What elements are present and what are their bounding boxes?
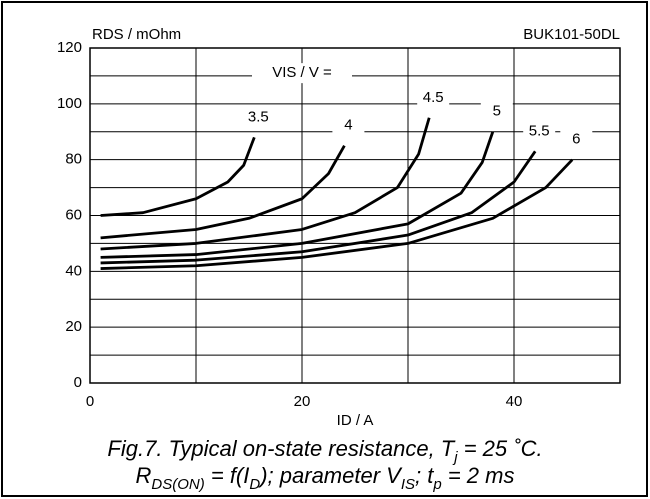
- caption-subscript: DS(ON): [151, 476, 204, 493]
- curve: [100, 158, 574, 270]
- legend-title-bg: [252, 63, 352, 84]
- curve-label-bg: [332, 115, 365, 136]
- chart-title: BUK101-50DL: [523, 26, 620, 43]
- x-axis-label: ID / A: [337, 412, 374, 429]
- curve-label: 4.5: [423, 89, 444, 106]
- legend-title: VIS / V =: [272, 64, 332, 81]
- caption-text: ; t: [415, 463, 434, 488]
- caption-subscript: D: [249, 476, 260, 493]
- curve: [100, 150, 537, 265]
- y-tick-label: 60: [65, 206, 82, 223]
- curve-label-bg: [417, 87, 450, 108]
- y-tick-label: 120: [57, 39, 82, 56]
- x-tick-label: 40: [506, 393, 523, 410]
- caption-text: R: [136, 463, 152, 488]
- curve-label: 5: [493, 103, 501, 120]
- caption-subscript: IS: [401, 476, 415, 493]
- x-tick-label: 0: [86, 393, 94, 410]
- caption: Fig.7. Typical on-state resistance, Tj =…: [107, 436, 542, 467]
- curve-label: 6: [572, 131, 580, 148]
- caption-text: Fig.7. Typical on-state resistance, T: [107, 436, 455, 461]
- y-tick-label: 40: [65, 262, 82, 279]
- caption-text: = 2 ms: [442, 463, 515, 488]
- curve-label: 3.5: [248, 108, 269, 125]
- caption: RDS(ON) = f(ID); parameter VIS; tp = 2 m…: [136, 463, 515, 494]
- y-tick-label: 100: [57, 95, 82, 112]
- caption-subscript: p: [432, 476, 441, 493]
- curve-label-bg: [242, 107, 275, 128]
- curve-label: 5.5: [529, 122, 550, 139]
- curve: [100, 136, 256, 217]
- curve: [100, 131, 495, 259]
- caption-text: = 25 ˚C.: [458, 436, 543, 461]
- caption-text: ); parameter V: [257, 463, 403, 488]
- y-tick-label: 0: [74, 374, 82, 391]
- y-tick-label: 80: [65, 151, 82, 168]
- curve-label-bg: [560, 129, 593, 150]
- y-axis-label: RDS / mOhm: [92, 26, 181, 43]
- curve-label: 4: [344, 117, 352, 134]
- curve-label-bg: [480, 101, 513, 122]
- curve: [100, 145, 346, 240]
- curve: [100, 117, 431, 251]
- curve-label-bg: [523, 121, 556, 142]
- caption-subscript: j: [452, 449, 458, 466]
- x-tick-label: 20: [294, 393, 311, 410]
- caption-text: = f(I: [205, 463, 250, 488]
- y-tick-label: 20: [65, 318, 82, 335]
